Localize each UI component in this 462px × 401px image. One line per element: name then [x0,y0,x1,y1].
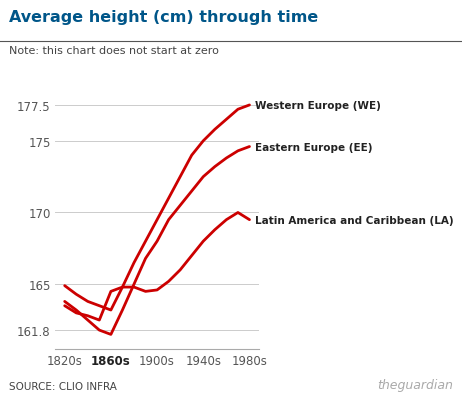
Text: SOURCE: CLIO INFRA: SOURCE: CLIO INFRA [9,381,117,391]
Text: Eastern Europe (EE): Eastern Europe (EE) [255,142,373,152]
Text: Average height (cm) through time: Average height (cm) through time [9,10,318,25]
Text: Latin America and Caribbean (LA): Latin America and Caribbean (LA) [255,215,454,225]
Text: Western Europe (WE): Western Europe (WE) [255,101,381,111]
Text: Note: this chart does not start at zero: Note: this chart does not start at zero [9,46,219,56]
Text: theguardian: theguardian [377,378,453,391]
